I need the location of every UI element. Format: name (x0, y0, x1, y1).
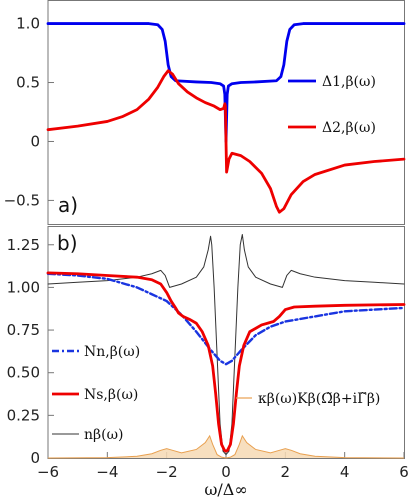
panel-b-series-0-line (47, 434, 405, 459)
panel-b-y-tick-label: 0.75 (7, 321, 40, 339)
panel-a-y-tick-label: 0.5 (16, 74, 40, 92)
panel-b-y-tick-label: 1.00 (7, 278, 40, 296)
panel-b-y-tick-label: 1.25 (7, 236, 40, 254)
panel-b-y-tick-label: 0.25 (7, 406, 40, 424)
panel-b-y-tick-label: 0.50 (7, 364, 40, 382)
panel-b-x-tick-label: 0 (221, 463, 231, 481)
panel-a-series (46, 22, 406, 214)
panel-b-series (46, 234, 406, 459)
panel-b-legend: Nn,β(ω) Ns,β(ω) nβ(ω) κβ(ω)Kβ(Ω̃β+iΓ̃β) (52, 344, 380, 443)
panel-b-x-tick-label: −6 (37, 463, 59, 481)
legend-delta2-label: Δ2,β(ω) (322, 120, 376, 136)
panel-b-y-tick-label: 0 (30, 449, 40, 467)
panel-b-x-tick-label: 4 (340, 463, 350, 481)
panel-b-x-tick-label: 2 (281, 463, 291, 481)
legend-n-label: nβ(ω) (84, 427, 123, 443)
panel-b-frame (47, 226, 405, 459)
panel-a-series-1-line (46, 69, 406, 214)
legend-nn-label: Nn,β(ω) (84, 344, 140, 360)
panel-a-y-tick-label: 1.0 (16, 15, 40, 33)
panel-b-series-1-line (47, 234, 405, 456)
panel-b-x-tick-label: −4 (96, 463, 118, 481)
panel-a-y-ticks: 1.0 0.5 0 −0.5 (4, 15, 54, 209)
legend-delta1-label: Δ1,β(ω) (322, 74, 376, 90)
panel-b-x-ticks: −6 −4 −2 0 2 4 6 (37, 452, 409, 481)
panel-a-y-tick-label: 0 (30, 132, 40, 150)
panel-a-legend: Δ1,β(ω) Δ2,β(ω) (288, 74, 376, 136)
panel-b-y-ticks: 1.25 1.00 0.75 0.50 0.25 0 (7, 236, 54, 467)
panel-b: 1.25 1.00 0.75 0.50 0.25 0 −6 −4 −2 0 2 4 6 b) Nn,β… (7, 226, 409, 481)
legend-kappa-label: κβ(ω)Kβ(Ω̃β+iΓ̃β) (258, 391, 380, 407)
legend-ns-label: Ns,β(ω) (84, 387, 138, 403)
panel-a: 1.0 0.5 0 −0.5 a) Δ1,β(ω) Δ2,β(ω) (4, 0, 406, 225)
panel-a-y-tick-label: −0.5 (4, 191, 40, 209)
panel-b-series-3-line (46, 271, 406, 453)
panel-b-series-2-line (46, 272, 406, 366)
panel-b-x-tick-label: −2 (156, 463, 178, 481)
panel-a-label: a) (58, 193, 78, 217)
panel-b-x-tick-label: 6 (399, 463, 409, 481)
panel-a-frame (47, 0, 405, 225)
panel-b-label: b) (57, 231, 78, 255)
x-axis-label: ω/Δ∞ (204, 480, 247, 499)
